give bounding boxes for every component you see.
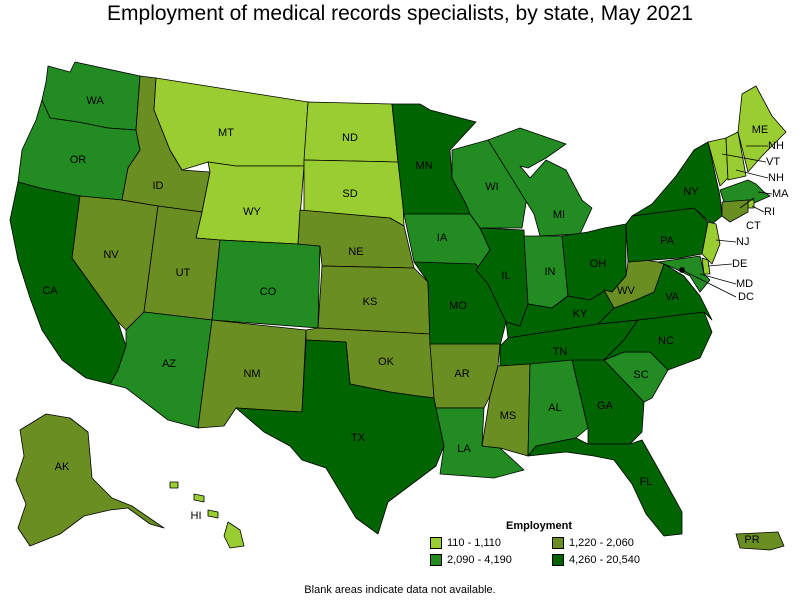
label-DE: DE bbox=[732, 258, 747, 270]
legend-label-4: 4,260 - 20,540 bbox=[569, 554, 640, 566]
legend-swatch-2 bbox=[552, 537, 564, 549]
label-IL: IL bbox=[501, 270, 510, 282]
label-RI: RI bbox=[764, 206, 775, 218]
label-MD: MD bbox=[736, 278, 753, 290]
state-PR[interactable] bbox=[735, 531, 785, 551]
label-SD: SD bbox=[342, 188, 357, 200]
label-CO: CO bbox=[260, 286, 277, 298]
state-NH[interactable] bbox=[725, 131, 747, 181]
legend-label-3: 2,090 - 4,190 bbox=[447, 554, 512, 566]
label-TX: TX bbox=[351, 432, 366, 444]
state-CT[interactable] bbox=[721, 199, 749, 223]
state-HI-2[interactable] bbox=[207, 509, 219, 519]
label-MO: MO bbox=[449, 300, 467, 312]
state-ME[interactable] bbox=[737, 85, 787, 173]
label-IA: IA bbox=[437, 232, 448, 244]
label-PR: PR bbox=[744, 534, 759, 546]
label-NJ: NJ bbox=[736, 236, 749, 248]
legend: Employment 110 - 1,110 1,220 - 2,060 2,0… bbox=[428, 518, 668, 578]
state-MT[interactable] bbox=[153, 77, 309, 171]
label-HI: HI bbox=[191, 510, 202, 522]
label-MI: MI bbox=[553, 209, 565, 221]
label-NM: NM bbox=[243, 368, 260, 380]
label-NE: NE bbox=[348, 246, 363, 258]
label-AL: AL bbox=[548, 402, 561, 414]
label-ME: ME bbox=[752, 124, 769, 136]
label-OH: OH bbox=[590, 258, 607, 270]
state-LA[interactable] bbox=[435, 407, 525, 479]
legend-item-1: 110 - 1,110 bbox=[430, 536, 501, 550]
state-TX[interactable] bbox=[235, 339, 445, 535]
legend-swatch-4 bbox=[552, 554, 564, 566]
state-WY[interactable] bbox=[195, 161, 305, 245]
state-NJ[interactable] bbox=[701, 221, 721, 265]
label-AK: AK bbox=[55, 461, 70, 473]
label-VA: VA bbox=[665, 291, 680, 303]
state-AK[interactable] bbox=[15, 413, 165, 547]
label-LA: LA bbox=[457, 443, 471, 455]
state-DE[interactable] bbox=[701, 257, 711, 275]
state-DC[interactable] bbox=[679, 267, 685, 273]
label-TN: TN bbox=[553, 346, 568, 358]
label-MN: MN bbox=[415, 160, 432, 172]
label-ND: ND bbox=[342, 132, 358, 144]
state-HI-4[interactable] bbox=[169, 481, 179, 489]
label-NY: NY bbox=[683, 186, 699, 198]
label-MA: MA bbox=[772, 188, 789, 200]
state-CO[interactable] bbox=[211, 239, 321, 329]
label-WA: WA bbox=[86, 95, 104, 107]
label-OK: OK bbox=[378, 356, 395, 368]
label-AZ: AZ bbox=[162, 358, 176, 370]
legend-swatch-1 bbox=[430, 537, 442, 549]
state-FL[interactable] bbox=[527, 437, 683, 537]
label-AR: AR bbox=[454, 368, 469, 380]
label-UT: UT bbox=[176, 267, 191, 279]
legend-item-2: 1,220 - 2,060 bbox=[552, 536, 634, 550]
state-HI-3[interactable] bbox=[193, 493, 205, 503]
label-NC: NC bbox=[658, 335, 674, 347]
label-ID: ID bbox=[153, 180, 164, 192]
state-MD[interactable] bbox=[657, 255, 711, 293]
label-WV: WV bbox=[617, 285, 635, 297]
label-IN: IN bbox=[545, 266, 556, 278]
state-MI[interactable] bbox=[487, 127, 593, 237]
label-OR: OR bbox=[70, 154, 87, 166]
legend-label-2: 1,220 - 2,060 bbox=[569, 537, 634, 549]
legend-label-1: 110 - 1,110 bbox=[447, 537, 502, 549]
label-PA: PA bbox=[660, 235, 675, 247]
label-WI: WI bbox=[485, 181, 498, 193]
map-title: Employment of medical records specialist… bbox=[107, 2, 693, 25]
label-SC: SC bbox=[633, 369, 648, 381]
label-NH-top: NH bbox=[768, 140, 784, 152]
legend-item-3: 2,090 - 4,190 bbox=[430, 553, 512, 567]
label-MT: MT bbox=[218, 127, 234, 139]
label-VT: VT bbox=[766, 156, 780, 168]
legend-swatch-3 bbox=[430, 554, 442, 566]
footnote: Blank areas indicate data not available. bbox=[304, 584, 496, 596]
label-NH: NH bbox=[768, 172, 784, 184]
label-CA: CA bbox=[42, 285, 58, 297]
state-HI-1[interactable] bbox=[223, 521, 245, 549]
state-KY[interactable] bbox=[505, 289, 615, 339]
label-KY: KY bbox=[573, 308, 588, 320]
label-WY: WY bbox=[243, 206, 261, 218]
label-CT: CT bbox=[746, 220, 761, 232]
state-NY[interactable] bbox=[631, 141, 723, 225]
label-FL: FL bbox=[640, 476, 653, 488]
legend-title: Employment bbox=[506, 520, 573, 532]
label-KS: KS bbox=[363, 296, 378, 308]
label-GA: GA bbox=[597, 400, 614, 412]
label-DC: DC bbox=[738, 291, 754, 303]
label-NV: NV bbox=[103, 249, 119, 261]
label-MS: MS bbox=[500, 410, 517, 422]
legend-item-4: 4,260 - 20,540 bbox=[552, 553, 640, 567]
